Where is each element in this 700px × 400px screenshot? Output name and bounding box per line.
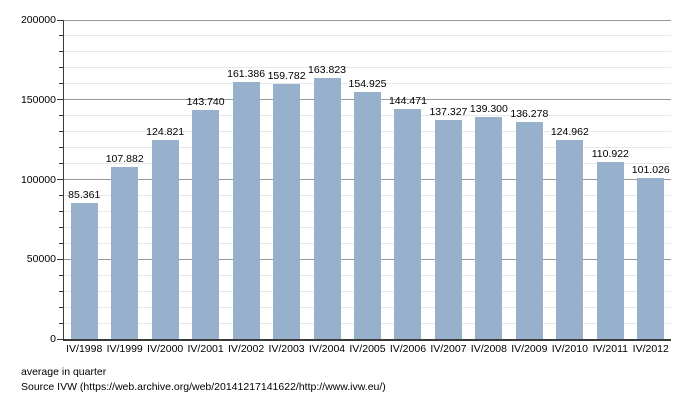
x-tick-label: IV/2001	[187, 343, 224, 355]
y-tick	[58, 306, 63, 308]
x-tick-label: IV/1998	[66, 343, 103, 355]
y-tick	[58, 226, 63, 228]
major-gridline	[64, 19, 671, 21]
footer-note: average in quarter	[21, 366, 107, 378]
bar-value-label: 159.782	[267, 70, 306, 83]
bar	[354, 91, 381, 339]
y-tick	[58, 67, 63, 69]
y-tick	[58, 322, 63, 324]
bar	[596, 162, 624, 339]
x-tick-label: IV/2006	[389, 343, 427, 355]
y-tick	[58, 115, 63, 117]
bar	[70, 202, 98, 339]
bar	[111, 166, 139, 339]
y-tick	[56, 19, 63, 21]
bar-value-label: 124.962	[550, 125, 589, 138]
footer-source: Source IVW (https://web.archive.org/web/…	[21, 381, 386, 393]
x-tick-label: IV/1999	[106, 343, 143, 355]
bar	[192, 109, 220, 339]
y-tick	[56, 179, 63, 180]
chart-footer: average in quarter Source IVW (https://w…	[21, 365, 386, 395]
y-tick	[58, 83, 63, 85]
bar	[637, 177, 665, 339]
bar	[151, 139, 179, 339]
y-tick	[58, 163, 63, 165]
bar-value-label: 163.823	[308, 63, 347, 76]
bar	[556, 139, 584, 339]
y-tick	[58, 147, 63, 149]
bar-value-label: 139.300	[469, 102, 508, 115]
bar	[434, 119, 462, 339]
y-tick	[58, 274, 63, 276]
bar-value-label: 137.327	[429, 105, 468, 118]
bar-value-label: 110.922	[591, 148, 629, 161]
y-tick-label: 50000	[26, 253, 56, 266]
x-tick-label: IV/2002	[227, 343, 265, 355]
x-tick-label: IV/2003	[268, 343, 305, 355]
x-tick-label: IV/2000	[147, 343, 184, 355]
bar-value-label: 154.925	[348, 77, 387, 90]
y-tick	[58, 131, 63, 133]
y-tick-label: 150000	[20, 93, 56, 106]
y-tick	[58, 194, 63, 196]
x-tick-label: IV/2005	[349, 343, 386, 355]
bar	[313, 77, 341, 339]
y-tick	[58, 210, 63, 212]
y-tick	[58, 242, 63, 244]
y-tick	[58, 35, 63, 37]
y-tick	[56, 338, 63, 340]
bar-value-label: 101.026	[631, 163, 670, 176]
y-axis-line	[62, 20, 64, 341]
bar	[394, 108, 422, 339]
minor-gridline	[64, 35, 671, 37]
y-tick-label: 200000	[20, 14, 56, 26]
x-tick-label: IV/2011	[592, 343, 628, 355]
x-tick-label: IV/2007	[430, 343, 467, 355]
y-tick-label: 100000	[20, 173, 56, 186]
bar-value-label: 107.882	[105, 152, 144, 165]
bar	[232, 81, 260, 339]
x-axis-line	[62, 339, 671, 341]
x-tick-label: IV/2010	[551, 343, 588, 355]
bar	[515, 121, 543, 339]
bar-value-label: 136.278	[510, 107, 549, 120]
y-tick	[56, 258, 63, 260]
y-tick	[58, 290, 63, 292]
x-tick-label: IV/2008	[470, 343, 507, 355]
minor-gridline	[64, 83, 671, 85]
bar-value-label: 124.821	[146, 125, 185, 138]
plot-area: 85.361 107.882 124.821 143.740 161.386 159.78…	[21, 14, 671, 355]
bar-value-label: 144.471	[388, 94, 427, 107]
y-tick	[58, 51, 63, 53]
x-tick-label: IV/2004	[308, 343, 346, 355]
x-tick-label: IV/2012	[632, 343, 669, 355]
minor-gridline	[64, 67, 671, 69]
y-tick-label: 0	[50, 333, 56, 345]
minor-gridline	[64, 51, 671, 53]
bar-value-label: 161.386	[227, 67, 266, 80]
y-tick	[56, 99, 63, 101]
bar-value-label: 143.740	[186, 95, 225, 108]
bar	[273, 84, 301, 339]
bar	[475, 116, 503, 339]
bar-value-label: 85.361	[68, 188, 101, 201]
x-tick-label: IV/2009	[511, 343, 548, 355]
